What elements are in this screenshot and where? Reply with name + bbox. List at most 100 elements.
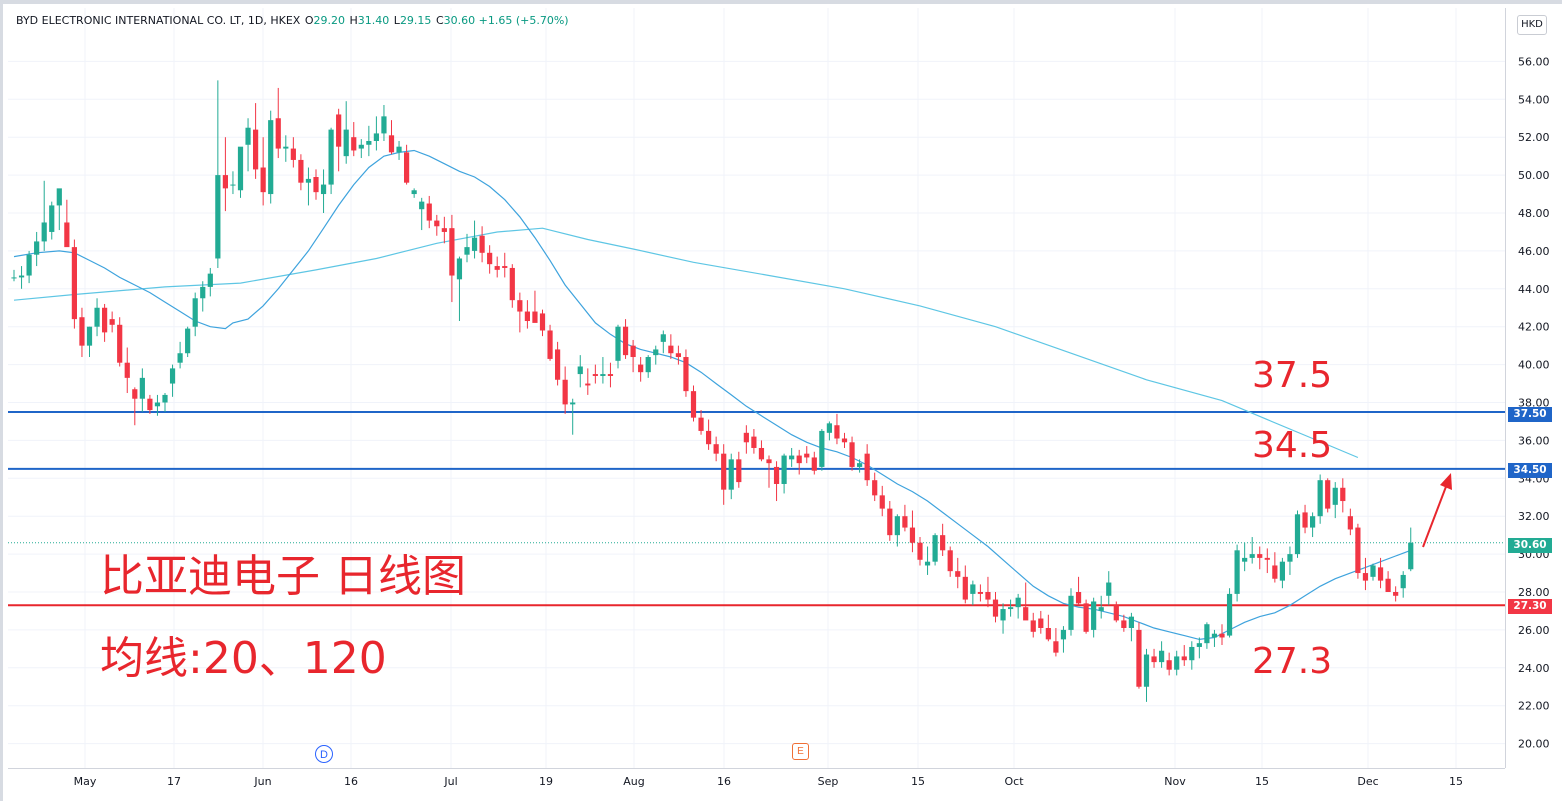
candle-body xyxy=(26,254,32,276)
candle xyxy=(456,256,463,322)
open-label: O xyxy=(304,14,314,27)
candle xyxy=(34,231,40,267)
candle xyxy=(887,501,893,541)
candle xyxy=(426,195,432,229)
candle xyxy=(1045,614,1051,642)
x-tick-label: Jun xyxy=(253,775,271,788)
candle xyxy=(1060,626,1067,653)
candle-body xyxy=(1325,480,1331,509)
candle-body xyxy=(49,205,55,232)
candle-body xyxy=(577,366,583,375)
candle-body xyxy=(789,455,795,460)
candle-body xyxy=(479,235,485,253)
candle xyxy=(162,393,168,412)
candle-body xyxy=(796,455,802,464)
candle xyxy=(970,580,976,606)
x-tick-label: Aug xyxy=(623,775,644,788)
candle xyxy=(585,368,591,395)
candle xyxy=(872,472,878,502)
candle xyxy=(819,429,825,471)
candle xyxy=(388,120,395,155)
candle-body xyxy=(1151,656,1157,663)
candle xyxy=(1196,637,1202,659)
y-tick-label: 36.00 xyxy=(1518,434,1550,447)
candle-body xyxy=(804,453,810,458)
candle-body xyxy=(524,311,530,322)
candle-body xyxy=(1075,592,1082,604)
low-value: 29.15 xyxy=(399,14,432,27)
currency-button[interactable]: HKD xyxy=(1517,15,1547,35)
candle-body xyxy=(517,300,523,312)
candle xyxy=(1038,610,1044,634)
candle-body xyxy=(675,353,681,358)
y-tick-label: 20.00 xyxy=(1518,738,1550,751)
candle-body xyxy=(207,273,213,287)
candle-body xyxy=(328,129,334,185)
candle-body xyxy=(955,571,961,577)
candle-body xyxy=(615,326,621,361)
candle-body xyxy=(985,592,991,600)
y-tick-label: 40.00 xyxy=(1518,359,1550,372)
price-tag-27-30: 27.30 xyxy=(1508,599,1552,614)
candle xyxy=(1128,612,1134,642)
candle xyxy=(464,233,470,263)
candle-body xyxy=(849,442,855,467)
x-tick-label: Jul xyxy=(443,775,457,788)
x-tick-label: Sep xyxy=(818,775,839,788)
candle xyxy=(539,309,546,337)
candle xyxy=(373,116,379,151)
candle xyxy=(419,197,425,231)
candle-body xyxy=(230,184,236,186)
y-tick-label: 24.00 xyxy=(1518,662,1550,675)
candle xyxy=(1083,599,1089,634)
candle xyxy=(1385,571,1391,592)
candle xyxy=(1075,576,1082,606)
candle xyxy=(381,104,387,141)
candle xyxy=(298,154,304,191)
candle xyxy=(147,394,153,414)
price-axis-bg xyxy=(1505,8,1562,768)
ma20-line xyxy=(13,149,1412,641)
arrow-head xyxy=(1440,473,1452,490)
candle xyxy=(962,565,968,604)
candle xyxy=(902,504,908,532)
candle-body xyxy=(487,252,493,265)
candle-body xyxy=(154,402,161,407)
candle xyxy=(660,330,666,354)
candle xyxy=(1106,571,1112,606)
candle xyxy=(1393,586,1399,602)
candle-body xyxy=(1408,542,1414,570)
candle xyxy=(502,252,508,278)
candle-body xyxy=(743,432,749,443)
ma120-line xyxy=(13,227,1359,459)
candle xyxy=(94,298,100,337)
candle xyxy=(773,461,780,502)
candle xyxy=(1023,582,1029,621)
candle-body xyxy=(381,116,387,134)
candle-body xyxy=(185,328,191,354)
candle-body xyxy=(177,353,183,363)
candle xyxy=(41,180,47,251)
candle xyxy=(177,341,183,369)
candle-body xyxy=(1242,557,1248,562)
x-tick-label: 17 xyxy=(167,775,181,788)
candle-body xyxy=(192,298,198,327)
candle xyxy=(917,537,923,566)
candle-body xyxy=(1377,567,1384,581)
candle xyxy=(1287,546,1293,575)
candle-body xyxy=(1219,633,1225,638)
candle xyxy=(245,118,251,172)
candle-body xyxy=(245,127,251,145)
candle-body xyxy=(1189,646,1195,661)
candle xyxy=(690,385,697,422)
candle-body xyxy=(977,592,983,594)
dividend-marker[interactable]: D xyxy=(315,745,333,763)
candle-body xyxy=(1166,660,1172,670)
candle xyxy=(555,341,561,386)
candle xyxy=(706,419,712,450)
earnings-marker[interactable]: E xyxy=(792,743,809,760)
candle-body xyxy=(388,135,395,153)
candle xyxy=(932,533,938,566)
candle xyxy=(864,444,870,486)
